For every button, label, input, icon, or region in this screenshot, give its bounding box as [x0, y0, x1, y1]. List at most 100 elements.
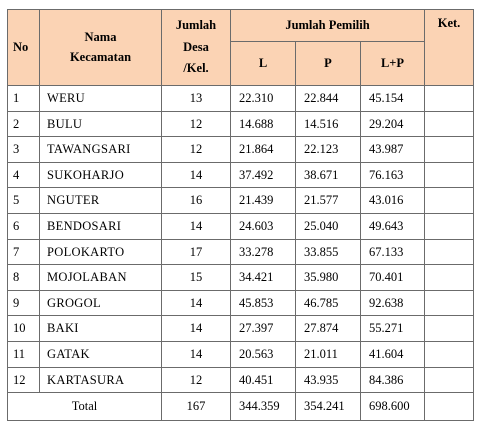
cell-p: 46.785: [295, 289, 361, 317]
cell-lp: 43.987: [359, 136, 426, 163]
cell-l: 37.492: [230, 161, 296, 189]
cell-l: 40.451: [230, 366, 296, 394]
cell-no: 12: [7, 366, 40, 394]
header-jumlah-pemilih: Jumlah Pemilih: [229, 9, 426, 42]
cell-p: 38.671: [295, 161, 361, 189]
cell-ket: [424, 315, 475, 342]
header-kecamatan-line2: Kecamatan: [69, 49, 132, 64]
cell-no: 6: [7, 212, 40, 240]
table-row: 5 NGUTER 16 21.439 21.577 43.016: [7, 187, 475, 214]
cell-p: 21.011: [295, 340, 361, 368]
cell-l: 34.421: [230, 264, 296, 291]
cell-lp: 41.604: [359, 340, 426, 368]
cell-no: 3: [7, 136, 40, 163]
cell-desa: 12: [161, 366, 231, 394]
cell-p: 21.577: [295, 187, 361, 214]
cell-l: 22.310: [230, 85, 296, 112]
cell-desa: 14: [161, 315, 231, 342]
cell-l: 27.397: [230, 315, 296, 342]
cell-kecamatan: NGUTER: [39, 187, 162, 214]
table-row: 4 SUKOHARJO 14 37.492 38.671 76.163: [7, 161, 475, 189]
cell-ket: [424, 85, 475, 112]
cell-kecamatan: GATAK: [39, 340, 162, 368]
cell-kecamatan: WERU: [39, 85, 162, 112]
header-lp: L+P: [359, 41, 426, 86]
cell-kecamatan: SUKOHARJO: [39, 161, 162, 189]
cell-no: 2: [7, 110, 40, 138]
cell-desa: 14: [161, 212, 231, 240]
cell-p: 22.844: [295, 85, 361, 112]
cell-ket: [424, 212, 475, 240]
cell-p: 25.040: [295, 212, 361, 240]
cell-l: 14.688: [230, 110, 296, 138]
cell-kecamatan: GROGOL: [39, 289, 162, 317]
cell-no: 1: [7, 85, 40, 112]
cell-l: 24.603: [230, 212, 296, 240]
total-p: 354.241: [295, 392, 361, 421]
cell-l: 21.439: [230, 187, 296, 214]
header-desa-line1: Jumlah: [175, 17, 217, 32]
cell-no: 9: [7, 289, 40, 317]
cell-desa: 15: [161, 264, 231, 291]
cell-kecamatan: BENDOSARI: [39, 212, 162, 240]
header-l: L: [230, 41, 296, 86]
table-row: 7 POLOKARTO 17 33.278 33.855 67.133: [7, 238, 475, 266]
cell-desa: 12: [161, 136, 231, 163]
total-desa: 167: [161, 392, 231, 421]
cell-desa: 14: [161, 161, 231, 189]
cell-no: 4: [7, 161, 40, 189]
cell-p: 43.935: [295, 366, 361, 394]
total-lp: 698.600: [359, 392, 426, 421]
cell-desa: 13: [161, 85, 231, 112]
cell-lp: 49.643: [359, 212, 426, 240]
table-row: 11 GATAK 14 20.563 21.011 41.604: [7, 340, 475, 368]
cell-ket: [424, 340, 475, 368]
cell-no: 5: [7, 187, 40, 214]
table-row: 3 TAWANGSARI 12 21.864 22.123 43.987: [7, 136, 475, 163]
cell-ket: [424, 238, 475, 266]
cell-desa: 17: [161, 238, 231, 266]
total-ket: [424, 392, 475, 421]
cell-ket: [424, 366, 475, 394]
table-header: No Nama Kecamatan Jumlah Desa /Kel. Juml…: [7, 9, 475, 86]
cell-ket: [424, 161, 475, 189]
cell-desa: 14: [161, 340, 231, 368]
header-jumlah-desa: Jumlah Desa /Kel.: [161, 9, 231, 86]
cell-p: 27.874: [295, 315, 361, 342]
cell-lp: 43.016: [359, 187, 426, 214]
cell-no: 7: [7, 238, 40, 266]
cell-kecamatan: POLOKARTO: [39, 238, 162, 266]
cell-no: 11: [7, 340, 40, 368]
cell-lp: 45.154: [359, 85, 426, 112]
cell-l: 45.853: [230, 289, 296, 317]
table-row: 12 KARTASURA 12 40.451 43.935 84.386: [7, 366, 475, 394]
cell-ket: [424, 289, 475, 317]
table-row: 6 BENDOSARI 14 24.603 25.040 49.643: [7, 212, 475, 240]
cell-desa: 16: [161, 187, 231, 214]
cell-l: 33.278: [230, 238, 296, 266]
cell-ket: [424, 110, 475, 138]
header-ket: Ket.: [424, 9, 475, 86]
header-no: No: [7, 9, 40, 86]
cell-no: 10: [7, 315, 40, 342]
table-row: 1 WERU 13 22.310 22.844 45.154: [7, 85, 475, 112]
header-p: P: [295, 41, 361, 86]
cell-no: 8: [7, 264, 40, 291]
total-l: 344.359: [230, 392, 296, 421]
cell-ket: [424, 136, 475, 163]
table-row: 10 BAKI 14 27.397 27.874 55.271: [7, 315, 475, 342]
cell-kecamatan: BULU: [39, 110, 162, 138]
cell-lp: 92.638: [359, 289, 426, 317]
cell-l: 21.864: [230, 136, 296, 163]
cell-l: 20.563: [230, 340, 296, 368]
cell-p: 22.123: [295, 136, 361, 163]
cell-lp: 55.271: [359, 315, 426, 342]
table-row: 2 BULU 12 14.688 14.516 29.204: [7, 110, 475, 138]
header-kecamatan: Nama Kecamatan: [39, 9, 162, 86]
cell-kecamatan: KARTASURA: [39, 366, 162, 394]
cell-lp: 84.386: [359, 366, 426, 394]
cell-ket: [424, 264, 475, 291]
header-kecamatan-line1: Nama: [84, 30, 117, 45]
cell-p: 35.980: [295, 264, 361, 291]
table-row: 8 MOJOLABAN 15 34.421 35.980 70.401: [7, 264, 475, 291]
